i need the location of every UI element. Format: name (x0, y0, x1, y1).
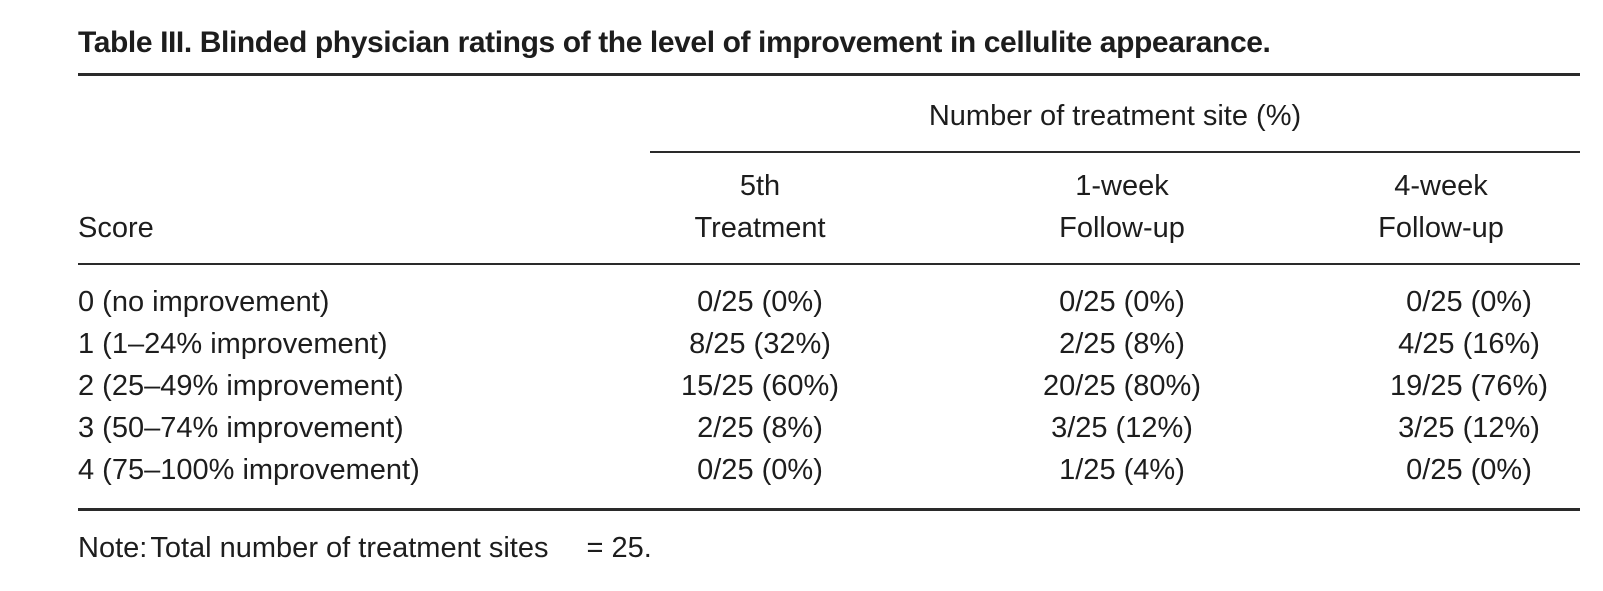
column-header-5th-treatment: 5th Treatment (578, 153, 942, 265)
column-header-line2: Treatment (694, 212, 826, 244)
column-header-line1: 5th (739, 170, 781, 202)
column-header-line1: 4-week (1394, 170, 1488, 202)
spanner-row: Number of treatment site (%) (78, 75, 1581, 154)
value-cell: 0/25 (0%) (697, 454, 823, 486)
value-cell: 19/25 (76%) (1390, 370, 1548, 402)
table-row: 3 (50–74% improvement) 2/25 (8%) 3/25 (1… (78, 407, 1580, 449)
value-cell: 0/25 (0%) (1059, 286, 1185, 318)
table-figure: Table III. Blinded physician ratings of … (78, 26, 1581, 565)
table-title: Table III. Blinded physician ratings of … (78, 26, 1271, 59)
ratings-table: Number of treatment site (%) Score 5th T… (78, 73, 1581, 511)
column-header-line2: Follow-up (1378, 212, 1504, 244)
column-header-row: Score 5th Treatment 1-week Follow-up 4-w… (78, 153, 1581, 265)
spanner-spacer (78, 75, 578, 154)
spanner-cell: Number of treatment site (%) (578, 75, 1581, 153)
value-cell: 0/25 (0%) (1406, 286, 1532, 318)
table-note: Note: Total number of treatment sites = 25… (78, 532, 1580, 565)
note-value: = 25. (586, 532, 652, 564)
note-text: Total number of treatment sites (150, 532, 549, 564)
score-cell: 4 (75–100% improvement) (78, 454, 420, 486)
table-row: 1 (1–24% improvement) 8/25 (32%) 2/25 (8… (78, 323, 1580, 365)
value-cell: 0/25 (0%) (1406, 454, 1532, 486)
column-header-line1: 1-week (1075, 170, 1169, 202)
score-cell: 3 (50–74% improvement) (78, 412, 404, 444)
value-cell: 20/25 (80%) (1043, 370, 1201, 402)
value-cell: 3/25 (12%) (1398, 412, 1540, 444)
value-cell: 8/25 (32%) (689, 328, 831, 360)
table-row: 2 (25–49% improvement) 15/25 (60%) 20/25… (78, 365, 1580, 407)
value-cell: 4/25 (16%) (1398, 328, 1540, 360)
table-row: 4 (75–100% improvement) 0/25 (0%) 1/25 (… (78, 449, 1580, 510)
value-cell: 1/25 (4%) (1059, 454, 1185, 486)
value-cell: 3/25 (12%) (1051, 412, 1193, 444)
score-cell: 0 (no improvement) (78, 286, 330, 318)
table-row: 0 (no improvement) 0/25 (0%) 0/25 (0%) 0… (78, 264, 1580, 323)
value-cell: 15/25 (60%) (681, 370, 839, 402)
value-cell: 2/25 (8%) (697, 412, 823, 444)
score-cell: 2 (25–49% improvement) (78, 370, 404, 402)
column-header-4-week-follow-up: 4-week Follow-up (1302, 153, 1581, 265)
score-cell: 1 (1–24% improvement) (78, 328, 388, 360)
column-header-1-week-follow-up: 1-week Follow-up (942, 153, 1302, 265)
value-cell: 0/25 (0%) (697, 286, 823, 318)
value-cell: 2/25 (8%) (1059, 328, 1185, 360)
column-header-score: Score (78, 153, 578, 265)
spanner-header: Number of treatment site (%) (650, 76, 1581, 153)
column-header-line2: Follow-up (1059, 212, 1185, 244)
note-label: Note: (78, 532, 148, 564)
